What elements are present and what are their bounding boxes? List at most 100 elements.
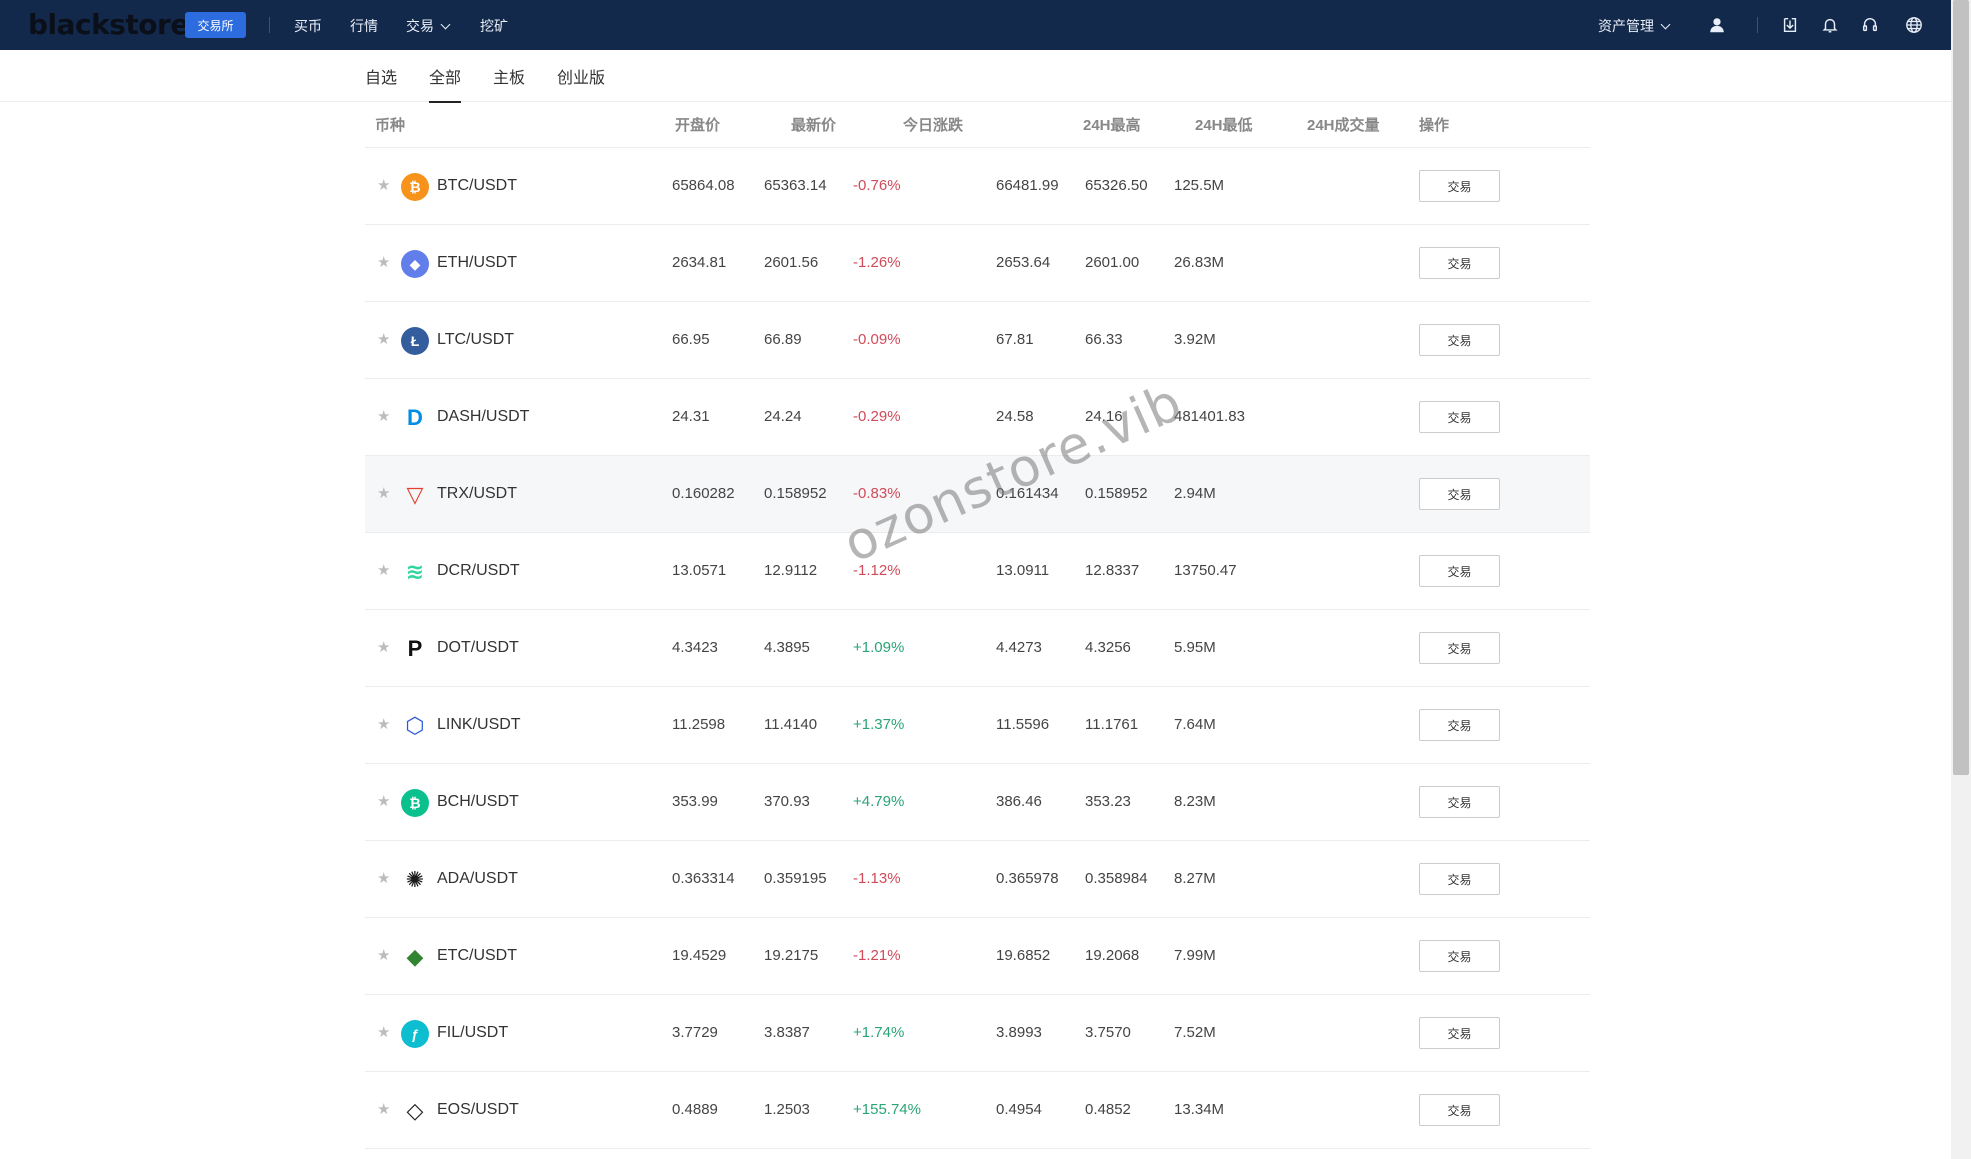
col-action: 操作: [1419, 117, 1450, 134]
table-row[interactable]: ★ ◆ ETC/USDT 19.4529 19.2175 -1.21% 19.6…: [365, 918, 1590, 995]
exchange-badge[interactable]: 交易所: [185, 12, 246, 38]
trade-button[interactable]: 交易: [1419, 324, 1500, 356]
low-price: 65326.50: [1085, 177, 1148, 194]
scrollbar[interactable]: [1951, 0, 1971, 1159]
pair-name[interactable]: TRX/USDT: [437, 485, 517, 502]
volume: 13750.47: [1174, 562, 1237, 579]
star-icon[interactable]: ★: [377, 716, 391, 733]
high-price: 66481.99: [996, 177, 1059, 194]
asset-management-menu[interactable]: 资产管理: [1598, 16, 1671, 36]
table-row[interactable]: ★ ₿ BCH/USDT 353.99 370.93 +4.79% 386.46…: [365, 764, 1590, 841]
open-price: 2634.81: [672, 254, 727, 271]
headset-icon[interactable]: [1860, 15, 1880, 35]
ada-icon: ✺: [405, 867, 425, 892]
star-icon[interactable]: ★: [377, 793, 391, 810]
change-percent: -1.12%: [853, 562, 901, 579]
open-price: 0.4889: [672, 1101, 718, 1118]
nav-buy-coin[interactable]: 买币: [294, 16, 322, 36]
table-row[interactable]: ★ ƒ FIL/USDT 3.7729 3.8387 +1.74% 3.8993…: [365, 995, 1590, 1072]
trade-button[interactable]: 交易: [1419, 863, 1500, 895]
col-open: 开盘价: [675, 117, 721, 134]
star-icon[interactable]: ★: [377, 1024, 391, 1041]
table-row[interactable]: ★ ▽ TRX/USDT 0.160282 0.158952 -0.83% 0.…: [365, 456, 1590, 533]
last-price: 0.359195: [764, 870, 827, 887]
trx-icon: ▽: [406, 482, 424, 507]
dcr-icon: ≋: [405, 559, 425, 584]
trade-button[interactable]: 交易: [1419, 709, 1500, 741]
high-price: 386.46: [996, 793, 1042, 810]
pair-name[interactable]: DASH/USDT: [437, 408, 530, 425]
pair-name[interactable]: DOT/USDT: [437, 639, 519, 656]
pair-name[interactable]: LTC/USDT: [437, 331, 515, 348]
star-icon[interactable]: ★: [377, 408, 391, 425]
volume: 8.27M: [1174, 870, 1216, 887]
volume: 3.92M: [1174, 331, 1216, 348]
pair-name[interactable]: ETH/USDT: [437, 254, 517, 271]
star-icon[interactable]: ★: [377, 870, 391, 887]
bell-icon[interactable]: [1820, 15, 1840, 35]
tab-main-board[interactable]: 主板: [493, 70, 526, 87]
change-percent: +1.09%: [853, 639, 905, 656]
trade-button[interactable]: 交易: [1419, 478, 1500, 510]
table-row[interactable]: ★ P DOT/USDT 4.3423 4.3895 +1.09% 4.4273…: [365, 610, 1590, 687]
star-icon[interactable]: ★: [377, 331, 391, 348]
trade-button[interactable]: 交易: [1419, 401, 1500, 433]
star-icon[interactable]: ★: [377, 947, 391, 964]
table-row[interactable]: ★ Ł LTC/USDT 66.95 66.89 -0.09% 67.81 66…: [365, 302, 1590, 379]
star-icon[interactable]: ★: [377, 562, 391, 579]
high-price: 19.6852: [996, 947, 1051, 964]
star-icon[interactable]: ★: [377, 485, 391, 502]
nav-market[interactable]: 行情: [350, 16, 378, 36]
open-price: 11.2598: [672, 716, 726, 733]
trade-button[interactable]: 交易: [1419, 1094, 1500, 1126]
scrollbar-thumb[interactable]: [1953, 0, 1969, 775]
pair-name[interactable]: BTC/USDT: [437, 177, 517, 194]
table-row[interactable]: ★ ◆ ETH/USDT 2634.81 2601.56 -1.26% 2653…: [365, 225, 1590, 302]
table-row[interactable]: ★ ≋ DCR/USDT 13.0571 12.9112 -1.12% 13.0…: [365, 533, 1590, 610]
pair-name[interactable]: ADA/USDT: [437, 870, 518, 887]
trade-button[interactable]: 交易: [1419, 940, 1500, 972]
last-price: 65363.14: [764, 177, 827, 194]
table-row[interactable]: ★ ⬡ LINK/USDT 11.2598 11.4140 +1.37% 11.…: [365, 687, 1590, 764]
tab-all[interactable]: 全部: [429, 64, 462, 103]
star-icon[interactable]: ★: [377, 177, 391, 194]
open-price: 353.99: [672, 793, 718, 810]
volume: 26.83M: [1174, 254, 1225, 271]
tab-favorites[interactable]: 自选: [365, 70, 398, 87]
star-icon[interactable]: ★: [377, 254, 391, 271]
pair-name[interactable]: LINK/USDT: [437, 716, 521, 733]
logo[interactable]: blackstore: [28, 8, 189, 41]
table-row[interactable]: ★ ✺ ADA/USDT 0.363314 0.359195 -1.13% 0.…: [365, 841, 1590, 918]
star-icon[interactable]: ★: [377, 639, 391, 656]
table-row[interactable]: ★ ₿ BTC/USDT 65864.08 65363.14 -0.76% 66…: [365, 148, 1590, 225]
volume: 7.99M: [1174, 947, 1216, 964]
last-price: 0.158952: [764, 485, 827, 502]
volume: 5.95M: [1174, 639, 1216, 656]
change-percent: +155.74%: [853, 1101, 921, 1118]
globe-icon[interactable]: [1904, 15, 1924, 35]
tab-growth-board[interactable]: 创业版: [557, 70, 606, 87]
download-icon[interactable]: [1780, 15, 1800, 35]
trade-button[interactable]: 交易: [1419, 170, 1500, 202]
change-percent: -0.09%: [853, 331, 901, 348]
open-price: 65864.08: [672, 177, 735, 194]
table-row[interactable]: ★ ◇ EOS/USDT 0.4889 1.2503 +155.74% 0.49…: [365, 1072, 1590, 1149]
user-icon[interactable]: [1707, 15, 1727, 35]
nav-trade[interactable]: 交易: [406, 16, 451, 36]
star-icon[interactable]: ★: [377, 1101, 391, 1118]
pair-name[interactable]: EOS/USDT: [437, 1101, 519, 1118]
trade-button[interactable]: 交易: [1419, 786, 1500, 818]
pair-name[interactable]: ETC/USDT: [437, 947, 517, 964]
trade-button[interactable]: 交易: [1419, 555, 1500, 587]
pair-name[interactable]: BCH/USDT: [437, 793, 519, 810]
change-percent: -0.29%: [853, 408, 901, 425]
pair-name[interactable]: FIL/USDT: [437, 1024, 509, 1041]
trade-button[interactable]: 交易: [1419, 1017, 1500, 1049]
trade-button[interactable]: 交易: [1419, 632, 1500, 664]
etc-icon: ◆: [406, 944, 424, 969]
nav-mining[interactable]: 挖矿: [480, 16, 508, 36]
pair-name[interactable]: DCR/USDT: [437, 562, 520, 579]
table-row[interactable]: ★ D DASH/USDT 24.31 24.24 -0.29% 24.58 2…: [365, 379, 1590, 456]
col-coin: 币种: [375, 117, 406, 134]
trade-button[interactable]: 交易: [1419, 247, 1500, 279]
